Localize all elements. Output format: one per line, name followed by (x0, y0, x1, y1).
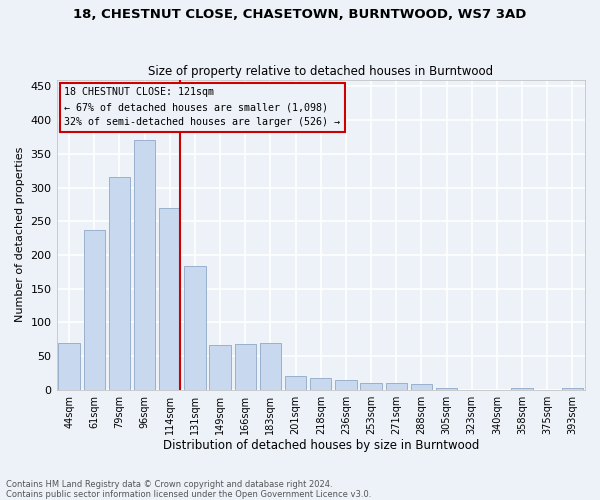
Bar (159, 208, 181, 390)
Bar (134, 140, 155, 390)
X-axis label: Distribution of detached houses by size in Burntwood: Distribution of detached houses by size … (163, 440, 479, 452)
Bar (310, 378, 331, 390)
Bar (109, 178, 130, 390)
Bar (83, 230, 105, 390)
Bar (436, 388, 457, 390)
Bar (184, 266, 206, 390)
Bar (285, 376, 307, 390)
Text: 18, CHESTNUT CLOSE, CHASETOWN, BURNTWOOD, WS7 3AD: 18, CHESTNUT CLOSE, CHASETOWN, BURNTWOOD… (73, 8, 527, 20)
Bar (58, 342, 80, 390)
Title: Size of property relative to detached houses in Burntwood: Size of property relative to detached ho… (148, 66, 493, 78)
Text: Contains HM Land Registry data © Crown copyright and database right 2024.
Contai: Contains HM Land Registry data © Crown c… (6, 480, 371, 499)
Y-axis label: Number of detached properties: Number of detached properties (15, 147, 25, 322)
Bar (335, 380, 356, 390)
Bar (209, 344, 231, 390)
Bar (361, 383, 382, 390)
Text: 18 CHESTNUT CLOSE: 121sqm
← 67% of detached houses are smaller (1,098)
32% of se: 18 CHESTNUT CLOSE: 121sqm ← 67% of detac… (64, 88, 340, 127)
Bar (386, 383, 407, 390)
Bar (411, 384, 432, 390)
Bar (235, 344, 256, 390)
Bar (511, 388, 533, 390)
Bar (562, 388, 583, 390)
Bar (260, 342, 281, 390)
